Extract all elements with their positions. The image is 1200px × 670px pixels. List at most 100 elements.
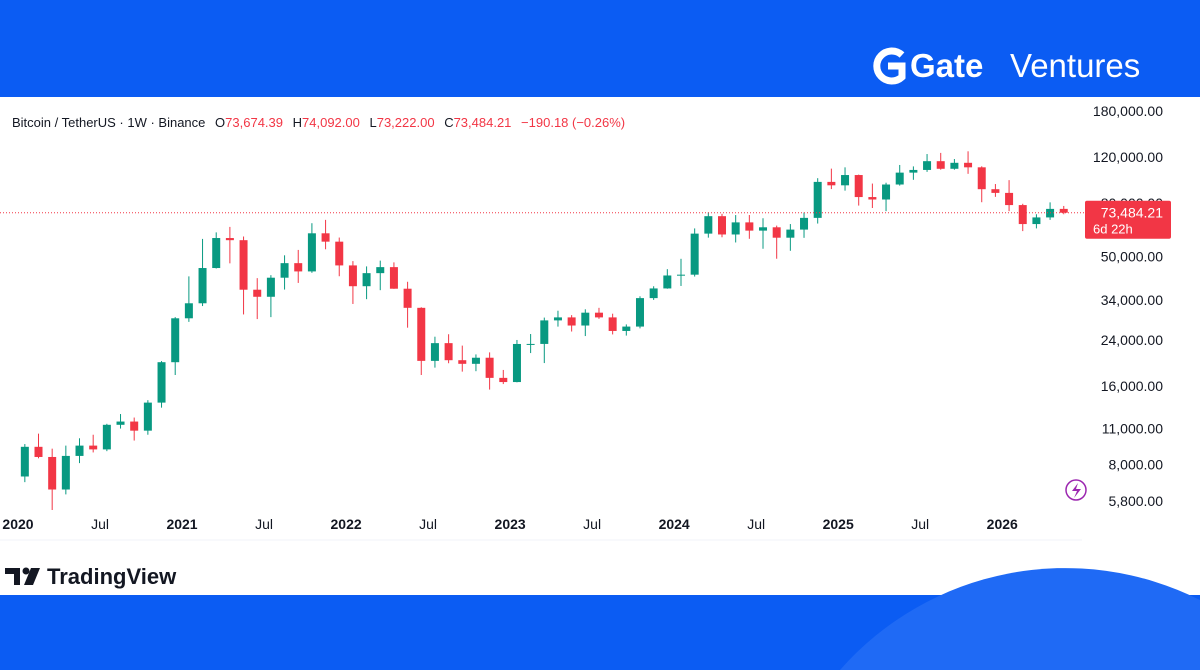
candle-body [854,175,863,198]
candle-body [389,267,398,289]
close-value: 73,484.21 [454,115,512,130]
x-tick-label: 2020 [2,516,33,532]
candle-body [307,233,316,272]
x-tick-label: Jul [255,516,273,532]
x-tick-label: 2022 [331,516,362,532]
y-tick-label: 120,000.00 [1093,149,1163,165]
candle-body [540,320,549,344]
tv-icon-dot [22,567,30,575]
candle-body [499,377,508,383]
candle-body [376,267,385,274]
brand-gate: Gate [910,47,983,84]
candle-body [950,162,959,169]
candle-body [335,241,344,266]
y-tick-label: 34,000.00 [1101,292,1163,308]
alert-bolt [1072,483,1081,498]
candle-body [909,169,918,173]
candle-body [321,233,330,242]
y-tick-label: 50,000.00 [1101,248,1163,264]
candle-body [157,362,166,403]
y-tick-label: 180,000.00 [1093,103,1163,119]
candle-body [362,273,371,287]
legend: Bitcoin / TetherUS · 1W · Binance O73,67… [12,115,625,130]
y-tick-label: 16,000.00 [1101,378,1163,394]
candle-body [1005,192,1014,206]
candle-body [827,181,836,186]
candle-body [512,343,521,383]
gate-logo: Gate Ventures [873,47,1140,85]
brand-ventures: Ventures [1010,47,1140,84]
chart-panel [0,97,1200,595]
top-band [0,0,1200,97]
gate-icon [873,47,906,85]
candle-body [895,172,904,185]
candle-body [130,421,139,431]
candle-body [143,402,152,431]
x-tick-label: 2026 [987,516,1018,532]
candle-body [936,161,945,169]
candle-body [294,263,303,272]
candle-body [239,240,248,290]
candle-body [184,303,193,319]
open-value: 73,674.39 [225,115,283,130]
candle-body [444,343,453,361]
candle-body [526,343,535,345]
axes: 5,800.00 8,000.00 11,000.00 16,000.00 24,000… [0,103,1171,532]
candle-body [841,175,850,186]
candle-body [75,445,84,456]
x-tick-label: Jul [419,516,437,532]
high-label: H [293,115,302,130]
candle-body [923,161,932,170]
x-tick-label: Jul [91,516,109,532]
candle-body [663,275,672,289]
y-tick-label: 5,800.00 [1109,493,1164,509]
open-label: O [215,115,225,130]
tv-icon-left [5,568,20,585]
low-label: L [369,115,376,130]
close-label: C [444,115,453,130]
candle-body [676,274,685,276]
candle-body [786,229,795,238]
candle-body [964,162,973,168]
candle-body [608,317,617,331]
candle-body [102,424,111,450]
candle-body [622,326,631,331]
x-tick-label: 2021 [166,516,197,532]
x-tick-label: 2023 [495,516,526,532]
low-value: 73,222.00 [377,115,435,130]
candle-body [198,268,207,304]
candle-body [553,317,562,321]
candle-body [1032,217,1041,225]
candle-body [991,189,1000,193]
candle-body [471,357,480,364]
candle-body [485,357,494,378]
change: −190.18 (−0.26%) [521,115,625,130]
candle-body [635,298,644,327]
x-tick-label: Jul [747,516,765,532]
x-tick-label: 2024 [659,516,690,532]
candle-body [48,456,57,490]
high-value: 74,092.00 [302,115,360,130]
candle-body [20,446,29,477]
candle-body [581,312,590,326]
candle-body [649,288,658,299]
candle-body [1018,205,1027,225]
countdown: 6d 22h [1093,222,1133,237]
price-box [1085,200,1171,239]
candle-body [116,421,125,425]
candle-body [171,318,180,363]
candle-body [348,265,357,287]
candle-body [417,307,426,361]
candle-body [225,238,234,241]
alert-icon[interactable] [1065,479,1087,501]
candle-body [718,216,727,235]
tradingview-logo: TradingView [5,564,177,589]
candle-body [813,181,822,218]
bottom-arc [840,568,1200,670]
candle-body [800,217,809,230]
x-tick-label: Jul [583,516,601,532]
x-tick-label: 2025 [823,516,854,532]
y-tick-label: 11,000.00 [1102,420,1163,436]
